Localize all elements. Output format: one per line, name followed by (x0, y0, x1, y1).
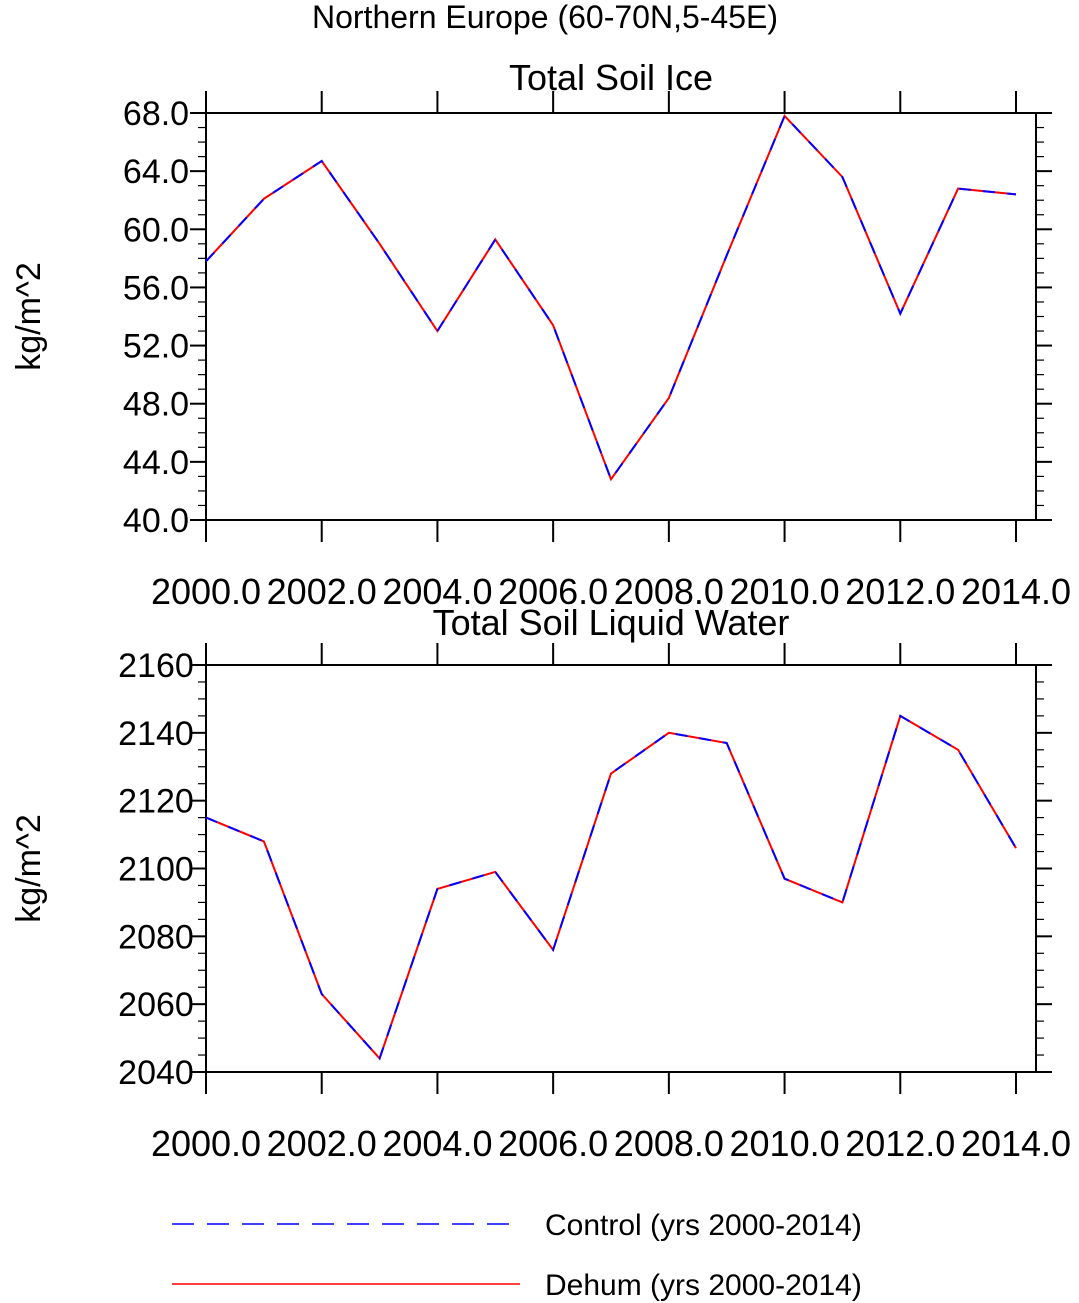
y-tick-label: 64.0 (123, 153, 189, 191)
y-tick-label: 2160 (118, 647, 194, 685)
y-axis-label: kg/m^2 (10, 262, 48, 371)
x-tick-label: 2002.0 (267, 1123, 377, 1164)
x-tick-label: 2000.0 (151, 571, 261, 612)
legend-label-dehum: Dehum (yrs 2000-2014) (545, 1269, 862, 1302)
x-tick-label: 2012.0 (845, 1123, 955, 1164)
chart-title: Total Soil Ice (509, 57, 713, 98)
x-tick-label: 2010.0 (730, 571, 840, 612)
figure-suptitle: Northern Europe (60-70N,5-45E) (312, 0, 778, 35)
series-line-control (205, 714, 1017, 1061)
x-tick-label: 2012.0 (845, 571, 955, 612)
panel-total-soil-liquid-water: Total Soil Liquid Water kg/m^2 2040 2060 208… (10, 602, 1071, 1164)
y-tick-label: 56.0 (123, 269, 189, 307)
y-tick-label: 44.0 (123, 444, 189, 482)
x-tick-label: 2008.0 (614, 571, 724, 612)
y-tick-label: 2140 (118, 715, 194, 753)
x-tick-label: 2008.0 (614, 1123, 724, 1164)
x-tick-label: 2004.0 (382, 571, 492, 612)
series-line-dehum (205, 114, 1017, 482)
y-tick-label: 2060 (118, 986, 194, 1024)
legend: Control (yrs 2000-2014) Dehum (yrs 2000-… (172, 1209, 862, 1302)
x-tick-label: 2014.0 (961, 571, 1071, 612)
x-tick-label: 2006.0 (498, 1123, 608, 1164)
plot-frame (205, 664, 1037, 1073)
y-tick-label: 2120 (118, 783, 194, 821)
y-tick-label: 2040 (118, 1054, 194, 1092)
y-tick-label: 60.0 (123, 211, 189, 249)
x-tick-label: 2004.0 (382, 1123, 492, 1164)
x-tick-label: 2010.0 (730, 1123, 840, 1164)
y-tick-label: 2080 (118, 918, 194, 956)
series-line-dehum (205, 714, 1017, 1061)
y-tick-label: 2100 (118, 851, 194, 889)
y-tick-label: 52.0 (123, 328, 189, 366)
chart-title: Total Soil Liquid Water (433, 602, 790, 643)
x-tick-label: 2006.0 (498, 571, 608, 612)
panel-total-soil-ice: Total Soil Ice kg/m^2 40.0 44.0 48.0 52.0 56.0… (10, 57, 1071, 612)
series-line-control (205, 114, 1017, 482)
y-axis-label: kg/m^2 (10, 814, 48, 923)
y-tick-label: 68.0 (123, 95, 189, 133)
x-tick-label: 2002.0 (267, 571, 377, 612)
y-tick-label: 48.0 (123, 386, 189, 424)
y-tick-label: 40.0 (123, 502, 189, 540)
legend-label-control: Control (yrs 2000-2014) (545, 1209, 862, 1242)
x-tick-label: 2000.0 (151, 1123, 261, 1164)
x-tick-label: 2014.0 (961, 1123, 1071, 1164)
